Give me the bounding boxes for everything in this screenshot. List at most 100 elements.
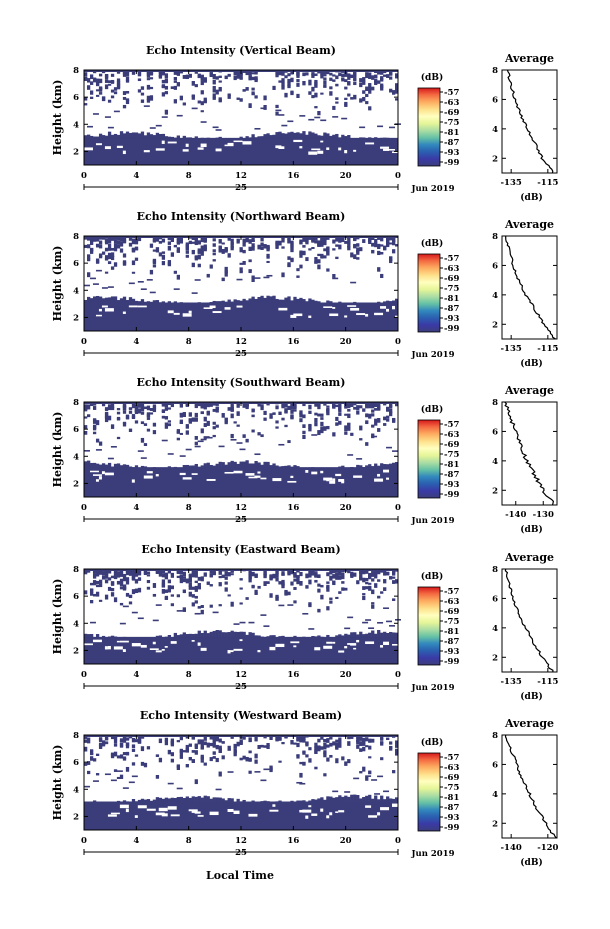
echo-speckle [119, 248, 124, 253]
echo-speckle [122, 240, 127, 244]
echo-speckle [290, 740, 294, 745]
echo-speckle [314, 116, 321, 119]
echo-speckle [167, 241, 172, 245]
echo-speckle [92, 425, 97, 431]
echo-speckle [116, 571, 121, 574]
echo-speckle [218, 247, 222, 253]
echo-speckle [359, 577, 363, 581]
echo-layer-edge [392, 462, 396, 469]
echo-speckle [104, 569, 109, 573]
echo-speckle [110, 247, 115, 251]
y-tick-label: 6 [73, 592, 79, 602]
echo-speckle [134, 247, 139, 251]
echo-speckle [95, 236, 100, 242]
echo-speckle [248, 77, 252, 81]
echo-speckle [98, 237, 103, 240]
echo-speckle [368, 575, 372, 580]
echo-layer-edge [329, 301, 333, 304]
echo-speckle [263, 410, 267, 415]
echo-speckle [122, 577, 127, 582]
echo-speckle [185, 246, 189, 251]
echo-gap [179, 472, 186, 476]
echo-layer-edge [191, 796, 195, 803]
echo-speckle [185, 74, 189, 80]
echo-speckle [149, 407, 154, 411]
echo-speckle [335, 758, 339, 764]
echo-speckle [107, 243, 112, 248]
echo-speckle [191, 735, 195, 740]
echo-layer-edge [386, 633, 390, 638]
echo-speckle [209, 403, 213, 407]
echo-speckle [128, 282, 135, 285]
echo-speckle [86, 85, 91, 90]
echo-speckle [368, 87, 372, 91]
echo-speckle [365, 737, 369, 742]
echo-gap [329, 812, 333, 816]
echo-layer-edge [101, 298, 106, 304]
echo-layer-edge [347, 634, 351, 638]
echo-speckle [179, 455, 186, 457]
echo-speckle [308, 248, 312, 251]
y-tick-label: 8 [73, 731, 79, 741]
panel-title: Echo Intensity (Northward Beam) [137, 210, 346, 223]
echo-layer-edge [308, 800, 312, 803]
echo-speckle [179, 421, 183, 424]
echo-speckle [113, 736, 118, 741]
colorbar [417, 419, 441, 499]
echo-speckle [308, 427, 312, 432]
echo-speckle [302, 80, 306, 86]
echo-speckle [299, 239, 303, 245]
echo-layer-edge [116, 800, 121, 803]
echo-speckle [368, 413, 372, 419]
echo-speckle [356, 247, 360, 253]
echo-speckle [368, 587, 372, 591]
echo-speckle [197, 100, 201, 104]
echo-speckle [326, 586, 330, 590]
echo-speckle [320, 119, 327, 122]
echo-speckle [84, 416, 88, 419]
echo-speckle [182, 589, 186, 594]
echo-layer-edge [188, 633, 192, 638]
colorbar-tick-label: -93 [444, 480, 459, 490]
echo-layer-edge [245, 300, 249, 304]
echo-layer-edge [383, 301, 387, 304]
echo-layer-edge [221, 632, 225, 638]
echo-speckle [146, 70, 151, 76]
echo-speckle [317, 259, 321, 264]
echo-speckle [392, 240, 396, 246]
echo-layer-edge [239, 461, 243, 469]
echo-speckle [224, 417, 228, 421]
echo-speckle [212, 259, 216, 262]
echo-speckle [260, 406, 264, 411]
echo-layer-edge [248, 463, 252, 469]
colorbar-tick-label: -99 [444, 324, 459, 334]
echo-speckle [218, 97, 222, 102]
echo-speckle [107, 415, 112, 421]
echo-speckle [362, 586, 366, 590]
echo-gap [95, 479, 99, 482]
x-tick-label: 8 [186, 670, 192, 680]
echo-gap [158, 807, 168, 812]
echo-speckle [170, 252, 175, 257]
echo-speckle [332, 741, 336, 746]
echo-speckle [179, 574, 183, 577]
echo-layer-edge [281, 635, 285, 638]
echo-layer-edge [359, 798, 363, 803]
echo-layer-edge [293, 465, 297, 469]
echo-speckle [302, 430, 306, 435]
x-tick-label: 8 [186, 503, 192, 513]
echo-layer-edge [92, 136, 97, 139]
echo-speckle [320, 413, 324, 417]
average-y-tick-label: 8 [492, 398, 498, 408]
echo-speckle [275, 572, 279, 578]
echo-speckle [281, 571, 285, 576]
average-profile-line [506, 69, 554, 174]
echo-speckle [389, 70, 393, 75]
echo-layer-edge [113, 296, 118, 304]
echo-speckle [167, 782, 174, 785]
echo-speckle [194, 779, 198, 785]
echo-gap [293, 313, 303, 317]
echo-speckle [347, 242, 351, 248]
echo-layer-edge [371, 630, 375, 638]
